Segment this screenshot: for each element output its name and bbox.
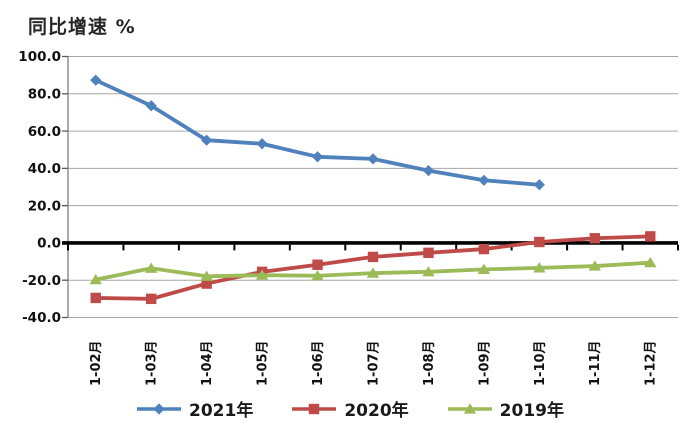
- series-2021年-point: [422, 164, 435, 177]
- y-tick-label: 80.0: [28, 86, 61, 102]
- series-2019年-point: [533, 262, 546, 273]
- y-tick-label: 60.0: [28, 124, 61, 140]
- series-2019年-point: [477, 263, 491, 275]
- series-2019年-point: [144, 262, 158, 273]
- series-2020年-point: [478, 243, 490, 255]
- y-tick-label: -40.0: [22, 310, 61, 326]
- legend-marker-2021-diamond-icon: [137, 402, 181, 415]
- series-2020年-point: [145, 293, 157, 305]
- series-2021年-point: [145, 100, 157, 112]
- chart-title: 同比增速 %: [28, 16, 136, 38]
- series-2020年-point: [367, 251, 379, 263]
- y-tick-label: 100.0: [18, 49, 61, 65]
- x-tick-label: 1-02月: [89, 340, 104, 386]
- legend-item-2021: 2021年: [136, 396, 253, 421]
- legend-label-2019: 2019年: [499, 401, 564, 421]
- legend-item-2020: 2020年: [291, 396, 409, 421]
- x-tick-label: 1-03月: [145, 340, 160, 386]
- series-2021年-point: [90, 74, 102, 86]
- series-2019年-point: [644, 256, 657, 268]
- series-2021年-point: [311, 151, 324, 163]
- series-2019年-point: [89, 273, 102, 285]
- x-tick-label: 1-12月: [644, 340, 659, 386]
- series-2020年-point: [589, 233, 601, 244]
- series-2020年-point: [423, 247, 434, 259]
- series-2021年-point: [201, 134, 213, 146]
- x-tick-label: 1-05月: [256, 340, 271, 386]
- series-2020年-point: [312, 259, 323, 270]
- series-2019年-point: [200, 270, 213, 281]
- x-tick-label: 1-11月: [588, 340, 603, 386]
- y-tick-label: 0.0: [37, 236, 61, 252]
- legend-marker-2020-square-icon: [292, 403, 337, 414]
- series-2019年-point: [366, 267, 380, 278]
- legend-label-2020: 2020年: [344, 401, 409, 421]
- legend-item-2019: 2019年: [447, 396, 564, 421]
- series-2019年-point: [588, 260, 602, 271]
- series-2020年-point: [201, 278, 212, 289]
- x-tick-label: 1-07月: [366, 340, 381, 386]
- y-tick-label: 40.0: [28, 161, 61, 177]
- x-tick-label: 1-09月: [477, 340, 492, 386]
- chart-legend: 2021年 2020年 2019年: [0, 396, 700, 421]
- x-tick-label: 1-04月: [200, 340, 215, 386]
- series-2019年-point: [311, 269, 324, 281]
- legend-marker-2019-triangle-icon: [447, 402, 492, 414]
- series-2019年-point: [422, 266, 435, 277]
- series-2021年-line: [93, 78, 542, 187]
- y-tick-label: -20.0: [22, 273, 61, 289]
- series-2021年-point: [367, 153, 379, 165]
- series-2019年-point: [255, 269, 269, 280]
- series-2020年-point: [534, 236, 545, 248]
- x-tick-label: 1-08月: [422, 340, 437, 386]
- series-2021年-point: [533, 179, 545, 191]
- series-2021年-point: [478, 174, 490, 186]
- x-tick-label: 1-10月: [533, 340, 548, 386]
- series-2020年-point: [90, 292, 101, 304]
- x-tick-label: 1-06月: [311, 340, 326, 386]
- legend-label-2021: 2021年: [189, 401, 254, 421]
- series-2020年-point: [645, 231, 656, 242]
- series-2021年-point: [256, 138, 268, 150]
- y-tick-label: 20.0: [28, 198, 61, 214]
